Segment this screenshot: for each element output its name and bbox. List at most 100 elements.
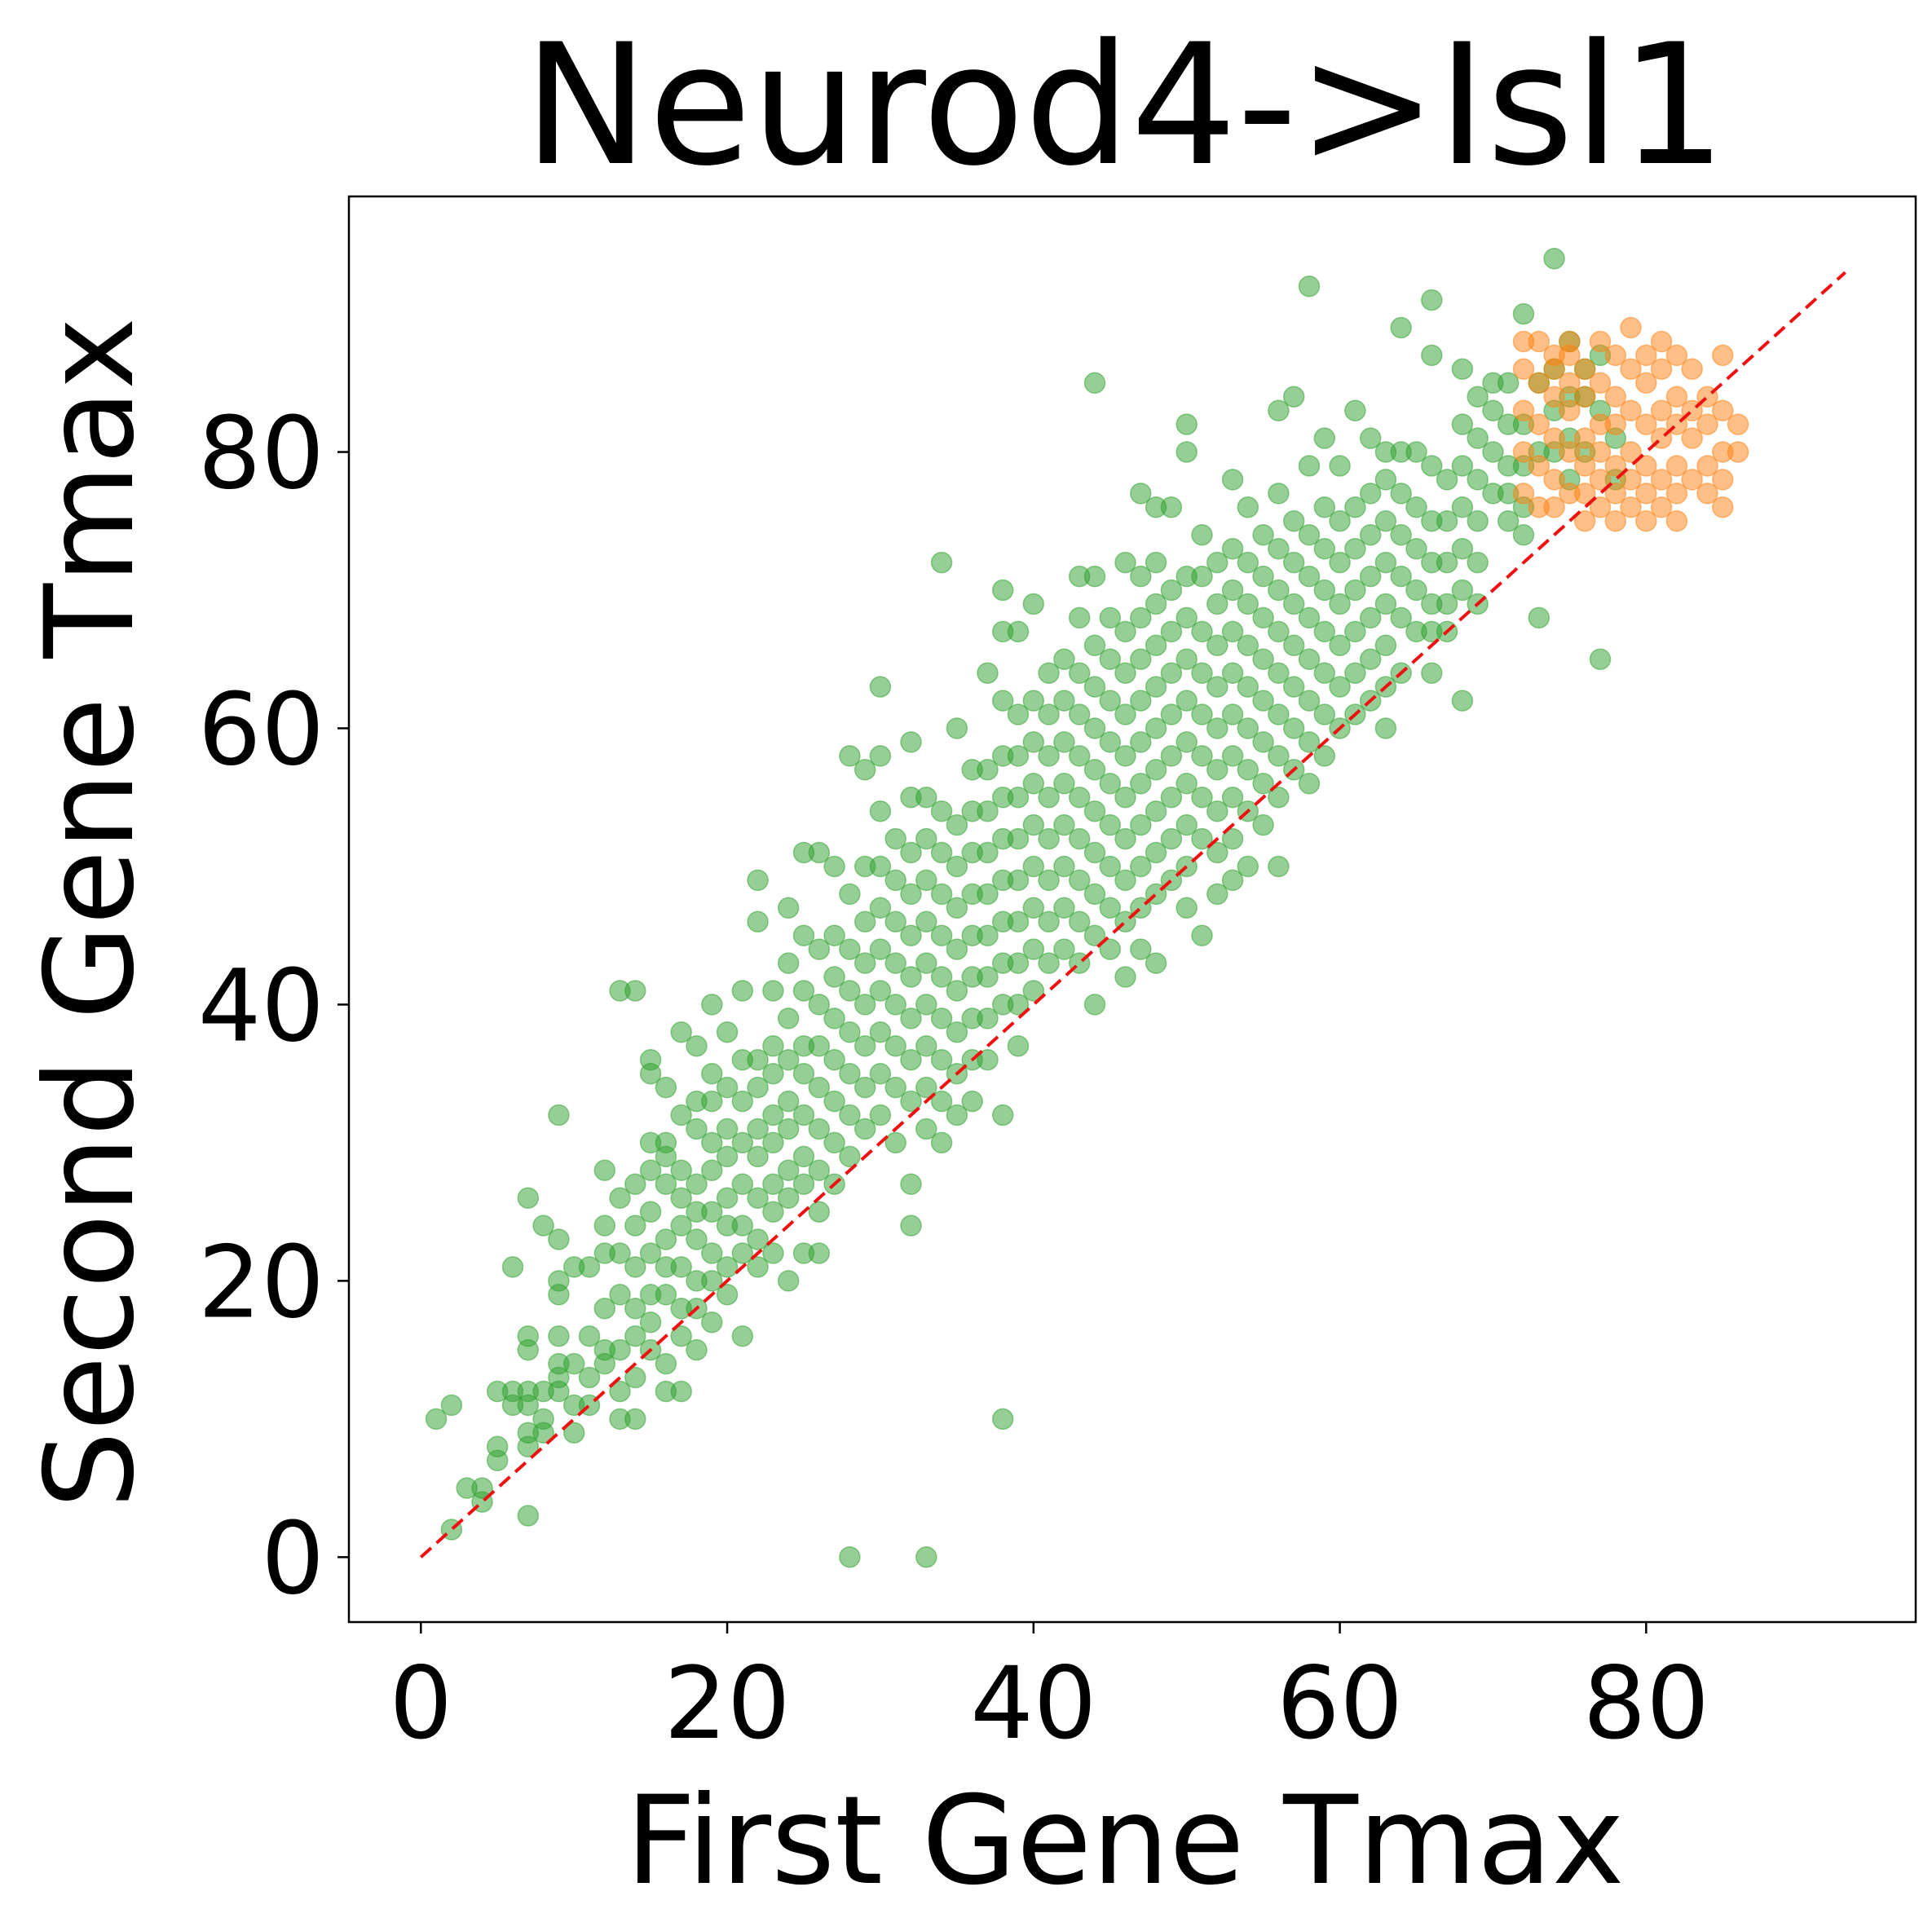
data-point-series-1 [1421,344,1443,367]
data-point-series-1 [1114,966,1136,988]
data-point-series-1 [655,1284,677,1306]
data-point-series-2 [1712,399,1734,421]
data-point-series-1 [977,662,999,684]
data-point-series-2 [1696,483,1718,505]
y-axis-label: Second Gene Tmax [20,317,161,1509]
data-point-series-1 [1405,496,1427,518]
data-point-series-1 [655,1173,677,1196]
data-point-series-1 [747,1118,769,1140]
data-point-series-1 [808,1201,831,1223]
data-point-series-1 [670,1104,692,1126]
data-point-series-1 [1007,620,1030,643]
data-point-series-1 [977,924,999,946]
data-point-series-1 [1068,606,1091,629]
data-point-series-1 [1497,510,1520,532]
data-point-series-1 [762,1173,784,1196]
data-point-series-1 [1038,952,1060,974]
data-point-series-1 [1022,813,1045,836]
data-point-series-1 [854,759,876,781]
data-point-series-2 [1512,441,1535,463]
data-point-series-1 [1068,703,1091,725]
data-point-series-1 [1282,551,1305,574]
data-point-series-1 [915,869,937,892]
data-point-series-1 [808,1118,831,1140]
data-point-series-1 [670,1256,692,1278]
x-axis-label: First Gene Tmax [625,1770,1624,1912]
data-point-series-2 [1604,483,1627,505]
data-point-series-1 [747,1076,769,1099]
x-axis: 0 20 40 60 80 [389,1622,1709,1761]
data-point-series-1 [1083,800,1106,822]
data-point-series-1 [701,1131,723,1154]
data-point-series-1 [808,1076,831,1099]
data-point-series-2 [1650,469,1673,491]
data-point-series-1 [1099,690,1122,712]
data-point-series-1 [1206,593,1228,615]
data-point-series-1 [1329,455,1351,477]
data-point-series-1 [624,1408,646,1431]
data-point-series-1 [1268,703,1290,725]
data-point-series-2 [1635,455,1657,477]
data-point-series-1 [1099,855,1122,878]
data-point-series-1 [517,1435,540,1458]
data-point-series-1 [930,1090,953,1113]
data-point-series-1 [977,966,999,988]
data-point-series-1 [1221,745,1244,767]
data-point-series-1 [1145,676,1167,698]
data-point-series-1 [991,1408,1014,1431]
data-point-series-1 [1329,676,1351,698]
data-point-series-2 [1635,372,1657,395]
data-point-series-1 [1145,593,1167,615]
data-point-series-1 [839,1062,861,1085]
data-point-series-1 [869,676,892,698]
data-point-series-1 [747,869,769,892]
data-point-series-1 [1114,662,1136,684]
data-point-series-1 [1160,827,1183,850]
data-point-series-1 [1237,496,1259,518]
data-point-series-1 [1359,483,1382,505]
data-point-series-1 [1130,773,1152,795]
y-tick-label: 20 [198,1224,324,1340]
data-point-series-1 [777,1187,800,1209]
data-point-series-1 [1421,455,1443,477]
data-point-series-2 [1681,469,1703,491]
data-point-series-1 [1130,731,1152,753]
data-point-series-2 [1604,510,1627,532]
data-point-series-2 [1727,413,1749,435]
data-point-series-1 [1482,441,1504,463]
data-point-series-1 [1390,523,1412,546]
data-point-series-2 [1665,483,1688,505]
data-point-series-1 [900,1007,922,1029]
data-point-series-1 [1390,606,1412,629]
data-point-series-1 [1329,634,1351,657]
data-point-series-2 [1559,399,1581,421]
data-point-series-1 [900,924,922,946]
data-point-series-1 [1467,510,1489,532]
data-point-series-1 [609,1187,631,1209]
data-point-series-1 [747,1228,769,1250]
data-point-series-1 [839,1546,861,1568]
data-point-series-1 [578,1366,601,1389]
data-point-series-1 [1053,648,1075,670]
data-point-series-1 [946,717,968,739]
data-point-series-1 [624,1366,646,1389]
data-point-series-1 [823,924,845,946]
y-tick-label: 0 [261,1501,324,1616]
data-point-series-1 [1083,372,1106,395]
data-point-series-1 [1268,786,1290,809]
data-point-series-1 [900,1215,922,1237]
data-point-series-1 [1221,537,1244,560]
data-point-series-1 [1543,248,1565,270]
data-point-series-1 [1191,924,1213,946]
x-tick-label: 60 [1277,1646,1403,1761]
data-point-series-1 [1206,676,1228,698]
data-point-series-1 [716,1076,739,1099]
data-point-series-1 [1221,869,1244,892]
data-point-series-1 [1206,800,1228,822]
data-point-series-1 [1038,827,1060,850]
data-point-series-1 [991,579,1014,602]
data-point-series-1 [1130,938,1152,960]
data-point-series-1 [1237,593,1259,615]
data-point-series-1 [670,1187,692,1209]
